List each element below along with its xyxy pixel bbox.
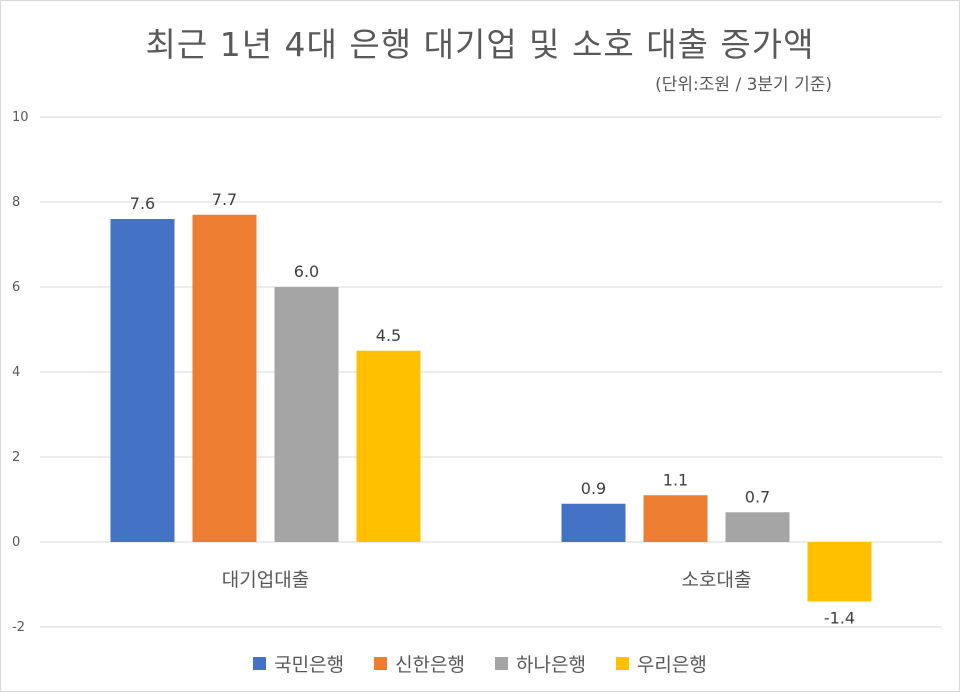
legend-swatch: [495, 657, 508, 670]
data-label: 0.7: [745, 487, 770, 506]
bar: [110, 219, 175, 542]
data-label: -1.4: [824, 609, 855, 628]
y-tick-label: 0: [12, 535, 20, 550]
data-label: 0.9: [581, 479, 606, 498]
data-label: 6.0: [294, 262, 319, 281]
legend-item-kookmin: 국민은행: [253, 650, 344, 677]
legend-label: 하나은행: [516, 654, 586, 676]
bar: [643, 495, 708, 542]
legend-label: 국민은행: [274, 654, 345, 676]
data-label: 7.7: [212, 190, 237, 209]
legend-label: 우리은행: [636, 654, 707, 676]
y-tick-label: 6: [12, 280, 20, 295]
data-label: 7.6: [130, 194, 155, 213]
data-label: 1.1: [663, 470, 688, 489]
category-label: 대기업대출: [222, 569, 309, 591]
bar: [274, 287, 339, 542]
y-tick-label: 4: [12, 365, 20, 380]
y-tick-label: 8: [12, 195, 20, 210]
bar: [725, 512, 790, 542]
legend-item-hana: 하나은행: [495, 650, 586, 677]
legend-swatch: [615, 657, 629, 670]
bar: [561, 503, 626, 542]
data-label: 4.5: [376, 326, 401, 345]
legend-swatch: [253, 657, 267, 670]
bar: [807, 542, 872, 602]
legend: 국민은행 신한은행 하나은행 우리은행: [0, 650, 960, 677]
legend-swatch: [374, 657, 388, 670]
legend-item-shinhan: 신한은행: [374, 650, 465, 677]
legend-label: 신한은행: [395, 654, 465, 676]
y-tick-label: 10: [12, 110, 29, 125]
category-label: 소호대출: [682, 569, 752, 591]
chart-subtitle: (단위:조원 / 3분기 기준): [655, 75, 832, 95]
y-tick-label: 2: [12, 450, 20, 465]
bar: [192, 214, 257, 542]
legend-item-woori: 우리은행: [615, 650, 707, 677]
chart-title: 최근 1년 4대 은행 대기업 및 소호 대출 증가액: [145, 25, 815, 64]
bar: [356, 350, 421, 542]
y-tick-label: -2: [12, 620, 25, 635]
